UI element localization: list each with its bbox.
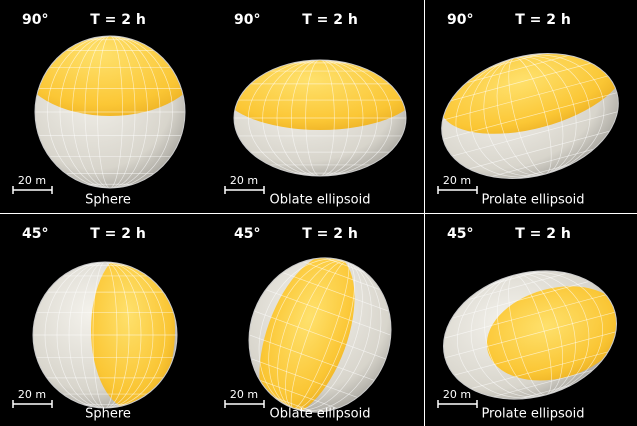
- parallel: [454, 347, 625, 394]
- shape-label: Prolate ellipsoid: [481, 407, 584, 422]
- scale-label: 20 m: [230, 174, 258, 187]
- panel: 45° T = 2 h 20 m Prolate ellipsoid: [425, 214, 637, 426]
- time-label: T = 2 h: [90, 226, 146, 242]
- shape-label: Oblate ellipsoid: [270, 407, 371, 422]
- body: [228, 241, 412, 426]
- shape-label: Oblate ellipsoid: [270, 193, 371, 208]
- panel: 90° T = 2 h 20 m Sphere: [0, 0, 212, 213]
- time-label: T = 2 h: [302, 12, 358, 28]
- body-inner: [33, 262, 177, 408]
- angle-label: 90°: [447, 12, 473, 28]
- scale-label: 20 m: [230, 388, 258, 401]
- time-label: T = 2 h: [515, 12, 571, 28]
- parallel: [238, 353, 371, 403]
- angle-label: 45°: [447, 226, 473, 242]
- parallel: [439, 293, 611, 340]
- deposit: [91, 262, 175, 408]
- scale-label: 20 m: [443, 388, 471, 401]
- parallel: [262, 288, 395, 337]
- parallel: [435, 276, 606, 323]
- outline: [441, 53, 619, 179]
- parallel: [433, 58, 608, 106]
- body: [32, 261, 178, 409]
- parallel: [452, 126, 627, 174]
- panel: 90° T = 2 h 20 m Oblate ellipsoid: [212, 0, 424, 213]
- angle-label: 90°: [22, 12, 48, 28]
- deposit: [259, 254, 355, 417]
- parallel: [269, 267, 402, 317]
- time-label: T = 2 h: [515, 226, 571, 242]
- outline: [233, 59, 407, 177]
- scale-label: 20 m: [18, 174, 46, 187]
- parallel: [444, 311, 616, 359]
- panel: 45° T = 2 h 20 m Oblate ellipsoid: [212, 214, 424, 426]
- panel: 90° T = 2 h 20 m Prolate ellipsoid: [425, 0, 637, 213]
- parallel: [254, 310, 386, 360]
- outline: [32, 261, 178, 409]
- angle-label: 45°: [22, 226, 48, 242]
- parallel: [449, 330, 621, 377]
- time-label: T = 2 h: [90, 12, 146, 28]
- scale-label: 20 m: [443, 174, 471, 187]
- panel: 45° T = 2 h 20 m Sphere: [0, 214, 212, 426]
- outline: [248, 257, 392, 413]
- angle-label: 90°: [234, 12, 260, 28]
- parallel: [442, 92, 618, 140]
- shape-label: Sphere: [85, 407, 131, 422]
- time-label: T = 2 h: [302, 226, 358, 242]
- parallel: [438, 74, 613, 122]
- shape-label: Prolate ellipsoid: [481, 193, 584, 208]
- scale-label: 20 m: [18, 388, 46, 401]
- parallel: [245, 333, 378, 382]
- angle-label: 45°: [234, 226, 260, 242]
- outline: [34, 35, 186, 189]
- parallel: [447, 110, 622, 158]
- outline: [442, 270, 618, 400]
- shape-label: Sphere: [85, 193, 131, 208]
